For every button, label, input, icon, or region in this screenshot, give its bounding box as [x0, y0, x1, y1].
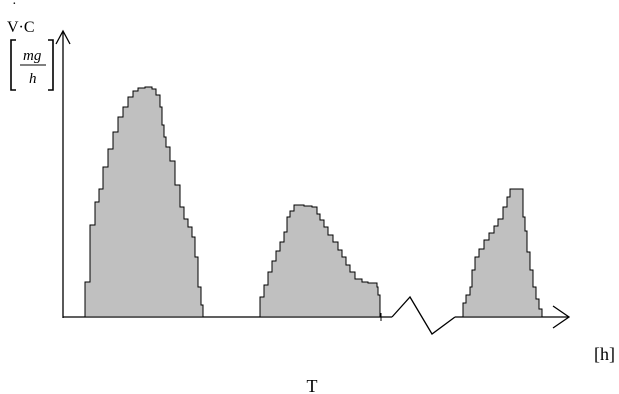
y-label-dot: ·	[12, 0, 17, 12]
axis-break-icon	[391, 295, 456, 335]
y-axis-arrow	[55, 29, 71, 45]
x-axis-arrow	[552, 305, 571, 329]
x-unit-label: [h]	[594, 344, 615, 364]
area-peak-2	[258, 204, 381, 318]
area-peak-3	[460, 188, 543, 318]
area-peak-1	[78, 86, 204, 318]
y-axis-label: V·C	[7, 19, 35, 36]
left-bracket-icon	[10, 39, 16, 91]
y-unit-bracket: mg h	[10, 39, 54, 91]
x-axis-label: T	[307, 376, 318, 394]
y-unit-numerator: mg	[23, 48, 42, 64]
area-series-group	[78, 86, 543, 318]
y-unit-denominator: h	[29, 71, 37, 87]
right-bracket-icon	[48, 39, 54, 91]
